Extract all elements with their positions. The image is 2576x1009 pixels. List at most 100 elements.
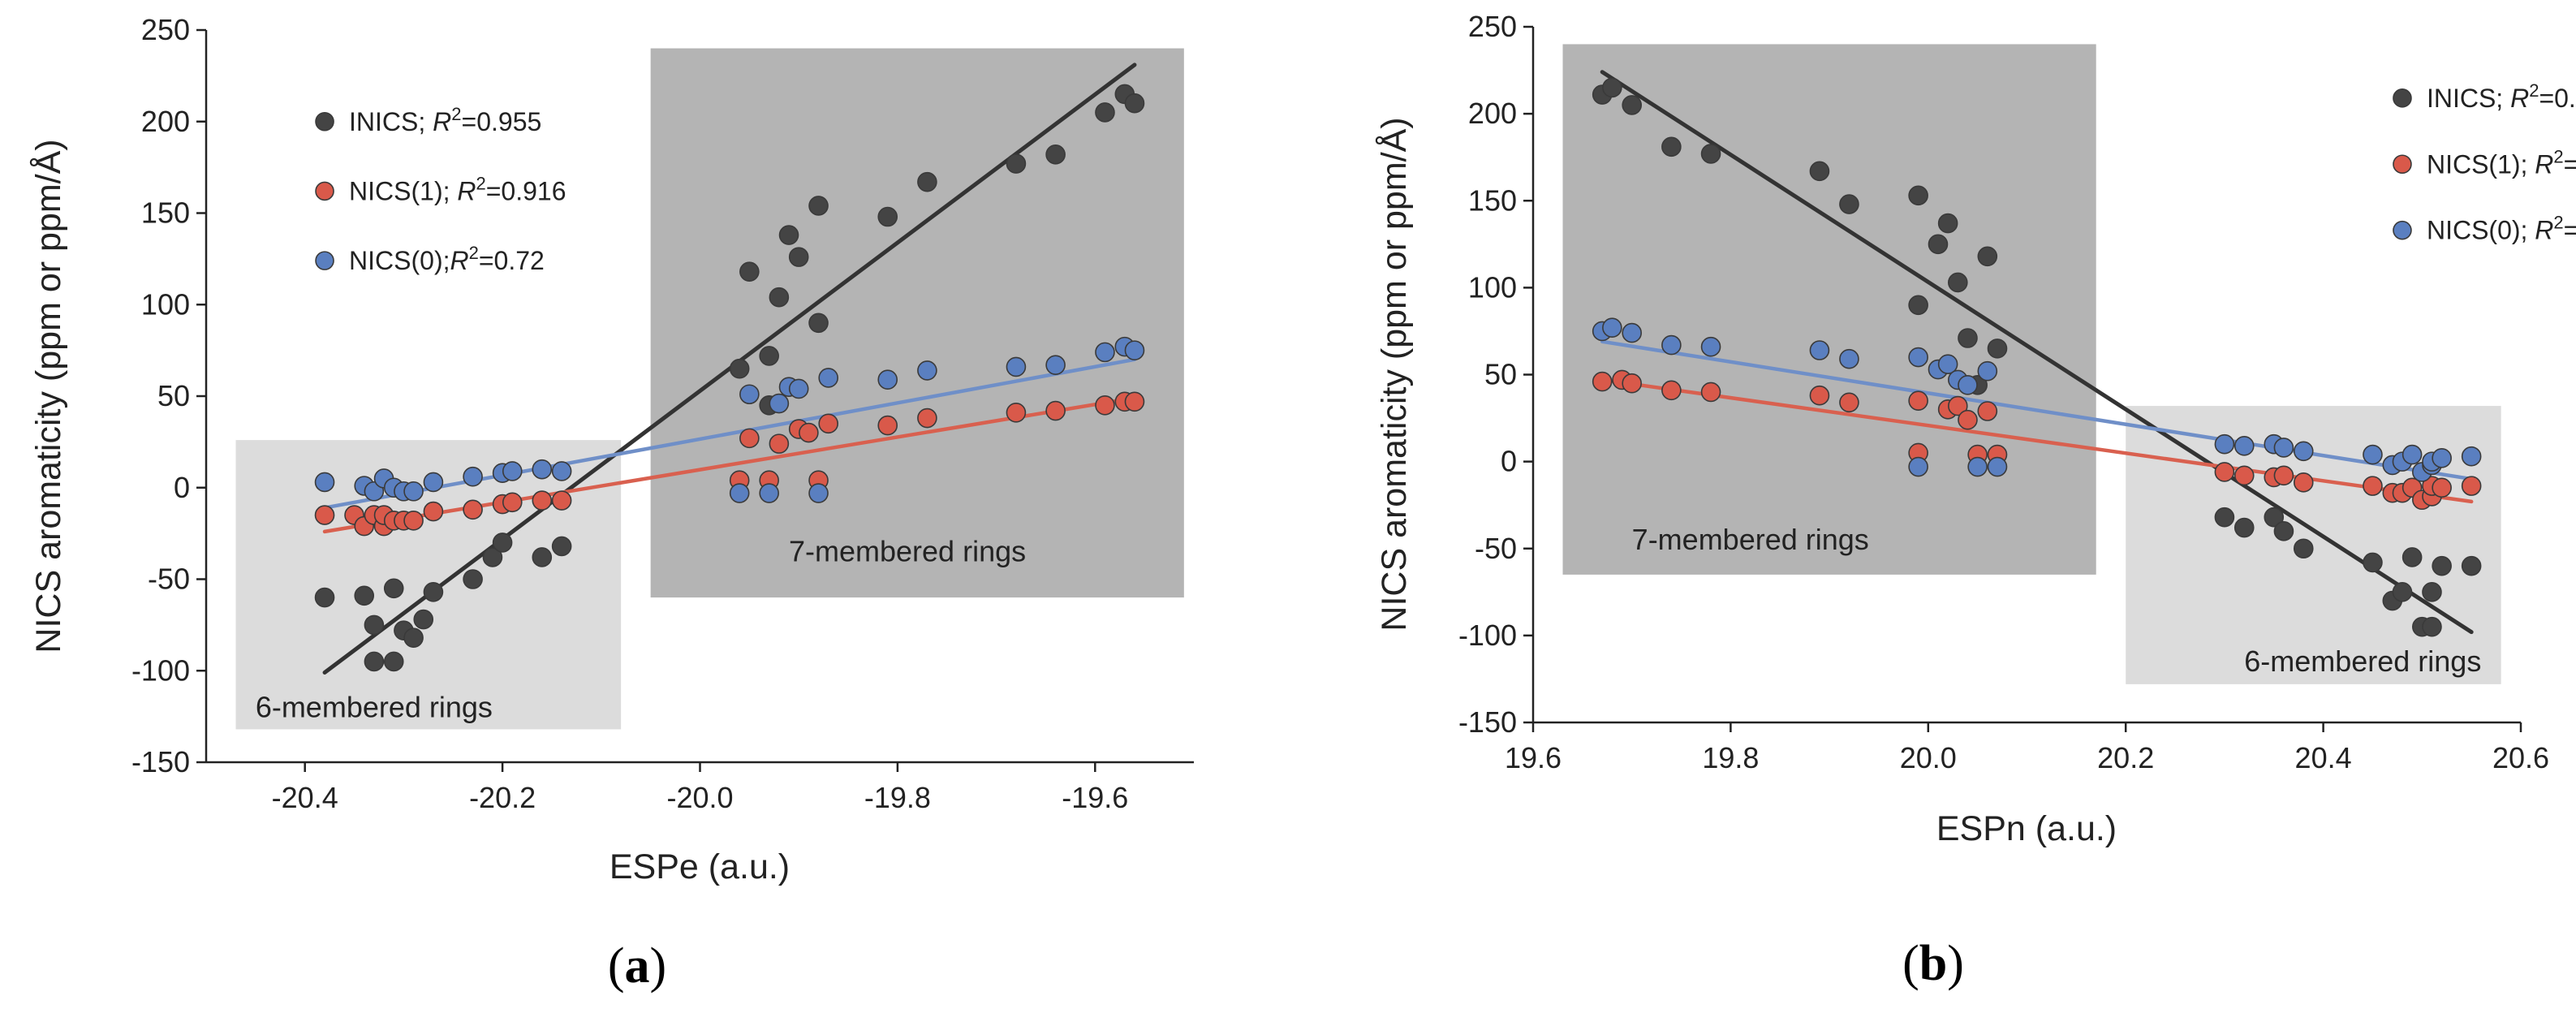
panel-label-open: ( — [608, 938, 625, 994]
data-point-nics1 — [818, 413, 839, 434]
data-point-inics — [1958, 328, 1978, 348]
legend-r-symbol: R — [2535, 149, 2553, 179]
panel-label-close: ) — [1947, 936, 1964, 991]
data-point-inics — [1124, 93, 1145, 114]
data-point-inics — [1908, 295, 1928, 316]
data-point-nics0 — [1967, 456, 1988, 477]
legend-name: INICS; — [2427, 84, 2510, 113]
legend-name: INICS; — [349, 107, 433, 136]
legend-entry: INICS; R2=0.961 — [2427, 80, 2576, 113]
data-point-inics — [403, 627, 424, 648]
data-point-nics0 — [2432, 448, 2452, 468]
legend-name: NICS(0); — [349, 246, 450, 275]
data-point-nics0 — [1977, 360, 1998, 382]
data-point-nics0 — [532, 459, 553, 480]
data-point-nics1 — [1045, 400, 1066, 421]
y-tick-label: 50 — [157, 379, 190, 412]
x-tick-label: 19.6 — [1505, 741, 1562, 774]
data-point-nics0 — [1124, 340, 1145, 360]
legend-r-symbol: R — [2510, 84, 2529, 113]
legend-r2-value: =0.917 — [2564, 149, 2576, 179]
data-point-nics0 — [2402, 444, 2423, 465]
data-point-nics1 — [2234, 465, 2255, 486]
data-point-inics — [808, 196, 829, 216]
data-point-nics0 — [808, 483, 829, 503]
y-tick-label: 0 — [174, 471, 190, 504]
data-point-nics0 — [1987, 456, 2008, 477]
data-point-nics0 — [1006, 356, 1027, 377]
data-point-inics — [808, 313, 829, 334]
data-point-inics — [1602, 77, 1622, 98]
data-point-inics — [1661, 136, 1682, 157]
x-tick-label: 19.8 — [1702, 741, 1759, 774]
legend-superscript: 2 — [2529, 80, 2539, 101]
data-point-nics1 — [739, 428, 760, 449]
data-point-nics1 — [2461, 476, 2482, 496]
data-point-inics — [482, 547, 503, 567]
data-point-nics0 — [2461, 446, 2482, 467]
y-tick-label: -100 — [131, 653, 190, 687]
y-tick-label: 250 — [141, 13, 190, 46]
region-label: 6-membered rings — [2244, 645, 2481, 678]
data-point-nics0 — [1937, 354, 1958, 374]
data-point-inics — [2392, 582, 2413, 602]
data-point-inics — [413, 609, 434, 630]
legend-marker-inics — [315, 111, 334, 132]
x-tick-label: -19.6 — [1062, 781, 1128, 814]
legend-entry: NICS(0);R2=0.72 — [349, 243, 545, 275]
data-point-inics — [788, 247, 809, 267]
legend-marker-nics0 — [315, 251, 334, 270]
data-point-nics1 — [502, 492, 523, 513]
y-tick-label: 200 — [141, 105, 190, 138]
y-tick-label: 150 — [141, 196, 190, 230]
data-point-nics0 — [463, 466, 483, 487]
data-point-nics0 — [1622, 322, 1642, 343]
legend-entry: NICS(0); R2=0.71 — [2427, 213, 2576, 245]
fit-line-inics — [1600, 70, 2474, 635]
data-point-inics — [492, 533, 513, 553]
data-point-nics0 — [759, 483, 779, 503]
legend-r2-value: =0.916 — [486, 176, 566, 205]
y-tick-label: 100 — [1468, 270, 1517, 304]
panel-label-letter: b — [1919, 936, 1947, 991]
y-tick-label: 0 — [1501, 445, 1517, 478]
legend-marker-nics1 — [2393, 154, 2412, 175]
data-point-inics — [877, 206, 898, 227]
data-point-nics0 — [1045, 355, 1066, 375]
legend-r2-value: =0.71 — [2564, 216, 2576, 245]
legend-marker-nics0 — [2393, 220, 2412, 240]
region-label: 6-membered rings — [256, 690, 493, 723]
data-point-nics1 — [1977, 401, 1998, 421]
data-point-inics — [2264, 507, 2285, 528]
data-point-inics — [364, 651, 385, 672]
data-point-inics — [729, 358, 750, 379]
legend-marker-nics1 — [315, 181, 334, 201]
x-tick-label: -20.0 — [666, 781, 733, 814]
data-point-inics — [2422, 582, 2442, 602]
data-point-nics1 — [403, 511, 424, 531]
data-point-nics1 — [1661, 380, 1682, 401]
data-point-nics1 — [1809, 385, 1830, 406]
legend-name: NICS(1); — [349, 176, 457, 205]
data-point-inics — [314, 587, 335, 608]
data-point-nics0 — [788, 378, 809, 399]
data-point-nics0 — [423, 472, 444, 493]
fit-line-nics1 — [322, 396, 1137, 534]
data-point-nics0 — [2234, 436, 2255, 456]
data-point-nics1 — [1700, 382, 1721, 403]
data-point-inics — [2273, 521, 2294, 541]
data-point-nics1 — [917, 407, 937, 429]
x-axis-label: ESPe (a.u.) — [610, 847, 790, 886]
data-point-inics — [1937, 213, 1958, 234]
y-tick-label: -50 — [148, 563, 190, 596]
data-point-inics — [1006, 153, 1027, 174]
data-point-inics — [423, 581, 444, 602]
data-point-nics1 — [532, 490, 553, 511]
data-point-nics0 — [1700, 336, 1721, 357]
data-point-nics1 — [1006, 402, 1027, 423]
panel-label-open: ( — [1902, 936, 1919, 991]
data-point-nics1 — [2293, 472, 2314, 493]
data-point-nics0 — [1602, 317, 1622, 338]
data-point-nics1 — [2214, 462, 2235, 482]
